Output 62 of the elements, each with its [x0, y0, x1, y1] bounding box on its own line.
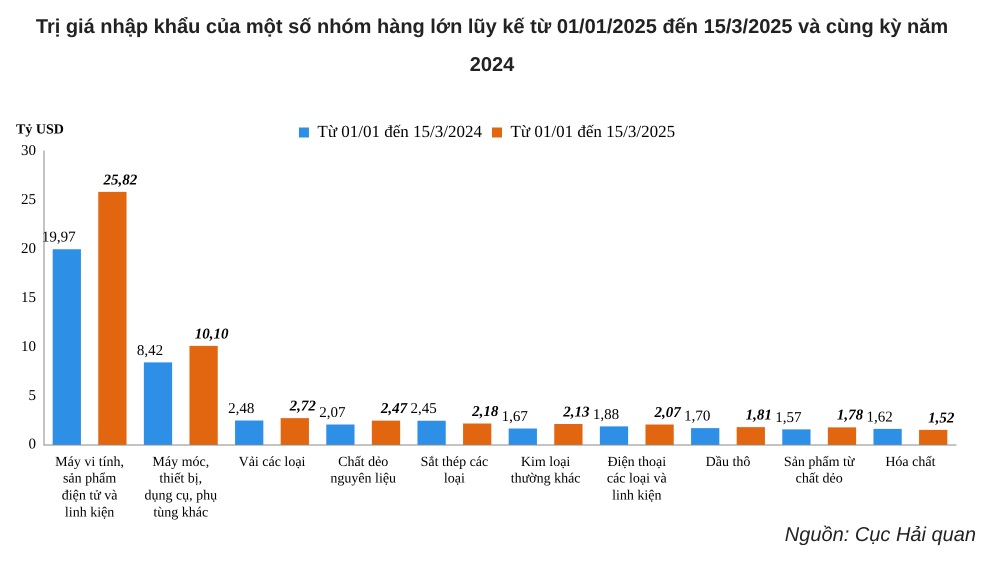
bar	[554, 424, 583, 445]
data-label: 10,10	[194, 326, 229, 342]
y-tick-label: 10	[21, 338, 36, 355]
bar	[144, 362, 172, 445]
bar	[280, 418, 309, 445]
data-label: 1,67	[502, 408, 528, 425]
x-tick-label: Kim loại thường khác	[510, 454, 581, 487]
y-tick-label: 5	[28, 388, 36, 404]
legend-label: Từ 01/01 đến 15/3/2025	[510, 122, 676, 141]
x-tick-label: Hóa chất	[885, 454, 936, 470]
chart-title: Trị giá nhập khẩu của một số nhóm hàng lớn lũy kế từ 01/01/2025 đến 15/3/2025 và cùng kỳ năm 2024	[34, 15, 950, 78]
data-label: 1,88	[592, 406, 620, 423]
x-tick-label: Sắt thép các loại	[420, 454, 488, 487]
bar	[919, 430, 948, 445]
y-axis-title: Tỷ USD	[16, 122, 64, 138]
data-label: 2,07	[319, 404, 346, 421]
bar	[873, 428, 902, 445]
y-tick-label: 20	[21, 240, 36, 257]
bar	[600, 426, 628, 445]
y-tick-label: 0	[28, 436, 36, 453]
legend-label: Từ 01/01 đến 15/3/2024	[317, 122, 482, 141]
data-label: 1,78	[836, 408, 864, 424]
bar	[645, 424, 674, 445]
bar	[326, 424, 355, 445]
y-tick-label: 15	[21, 290, 36, 306]
data-label: 1,52	[928, 410, 955, 426]
bar	[189, 346, 218, 445]
data-label: 1,62	[866, 409, 893, 426]
data-label: 2,45	[410, 401, 437, 418]
bar	[782, 429, 811, 445]
data-label: 2,72	[288, 398, 316, 415]
text: Nguồn: Cục Hải quan	[784, 524, 976, 547]
data-label: 1,70	[684, 408, 710, 425]
data-label: 2,13	[562, 404, 590, 420]
y-tick-label: 30	[21, 142, 36, 159]
bar	[828, 427, 856, 445]
data-label: 1,57	[775, 410, 802, 426]
x-tick-label: Điện thoại các loại và linh kiện	[606, 454, 668, 504]
data-label: 2,48	[228, 400, 254, 417]
bar	[417, 420, 446, 445]
x-tick-label: Sản phẩm từ chất dẻo	[784, 454, 855, 487]
x-tick-label: Máy vi tính, sản phẩm điện tử và linh kiện	[55, 454, 124, 520]
x-tick-label: Vải các loại	[238, 454, 306, 470]
data-label: 2,47	[380, 400, 408, 417]
bar	[508, 428, 537, 445]
bar	[372, 420, 400, 445]
bar	[691, 428, 720, 445]
data-label: 25,82	[102, 172, 138, 188]
bar	[98, 192, 127, 445]
x-tick-label: Chất dẻo nguyên liệu	[330, 454, 396, 487]
data-label: 2,18	[471, 404, 499, 420]
bar	[736, 427, 765, 445]
x-tick-label: Máy móc, thiết bị, dụng cụ, phụ tùng khác	[144, 454, 218, 520]
y-tick-label: 25	[21, 192, 36, 208]
x-tick-label: Dầu thô	[706, 454, 750, 470]
data-label: 8,42	[136, 342, 164, 359]
data-label: 19,97	[42, 230, 76, 246]
bar	[52, 249, 81, 445]
data-label: 2,07	[653, 404, 682, 421]
data-label: 1,81	[746, 407, 772, 424]
bar	[463, 423, 492, 445]
bar	[235, 420, 264, 445]
